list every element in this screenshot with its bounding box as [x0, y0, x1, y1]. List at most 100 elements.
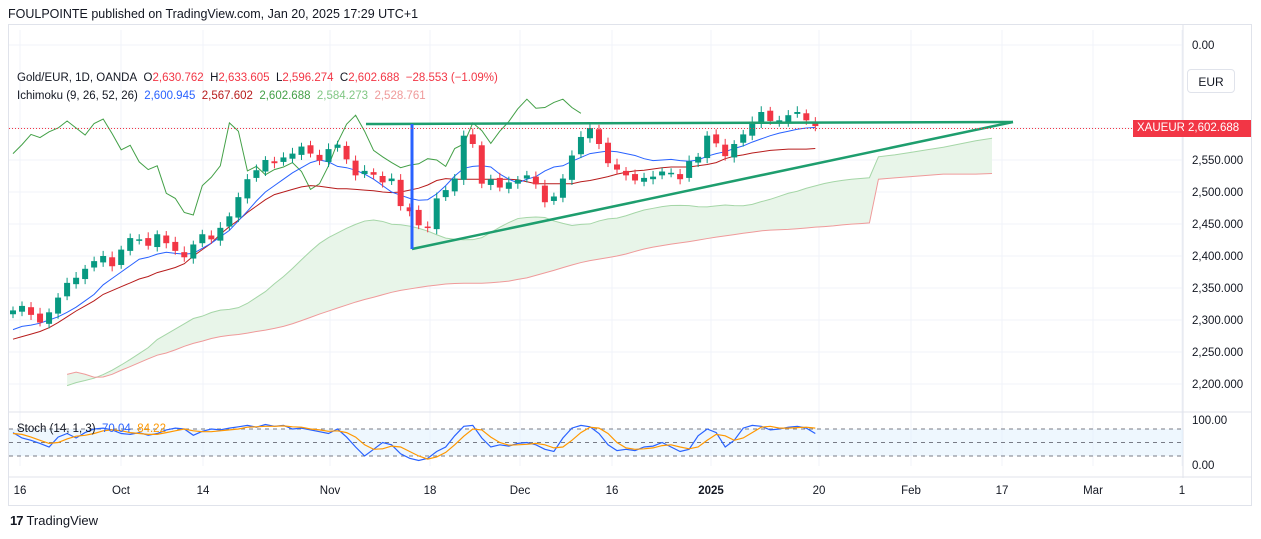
time-tick-label: Oct [112, 485, 131, 497]
candle-body [424, 226, 431, 229]
price-tick-label: 2,400.000 [1192, 251, 1243, 263]
candle-body [406, 207, 413, 212]
candle-body [73, 277, 80, 285]
tradingview-logo[interactable]: 17 TradingView [10, 513, 98, 528]
publisher-info: FOULPOINTE published on TradingView.com,… [8, 7, 419, 21]
ichimoku-legend: Ichimoku (9, 26, 52, 26) 2,600.945 2,567… [17, 90, 426, 102]
candle-body [686, 161, 693, 178]
change-value: −28.553 (−1.09%) [405, 72, 498, 84]
candle-body [505, 182, 512, 189]
candle-body [478, 145, 485, 184]
high-value: 2,633.605 [218, 72, 270, 84]
candle-body [325, 149, 332, 162]
time-tick-label: Mar [1083, 485, 1103, 497]
candle-body [623, 170, 630, 176]
price-tick-label: 2,450.000 [1192, 219, 1243, 231]
candle-body [235, 197, 242, 218]
candle-body [361, 170, 368, 175]
ichimoku-label[interactable]: Ichimoku (9, 26, 52, 26) [17, 90, 138, 102]
candle-body [695, 156, 702, 163]
candle-body [586, 128, 593, 139]
candle-body [10, 310, 16, 315]
ichimoku-lagging-span [12, 98, 582, 216]
price-tag-value: 2,602.688 [1184, 120, 1251, 137]
candle-body [298, 146, 305, 155]
candle-body [136, 239, 143, 241]
candle-body [532, 176, 539, 185]
time-tick-label: Dec [510, 485, 531, 497]
candle-body [794, 112, 801, 114]
candle-body [91, 261, 98, 268]
stoch-tick-label: 0.00 [1192, 460, 1214, 472]
candle-body [19, 305, 26, 312]
candle-body [181, 252, 188, 258]
ichimoku-leading-span-b [66, 172, 993, 378]
candle-body [469, 134, 476, 144]
ich-lagging-value: 2,602.688 [259, 90, 311, 102]
candle-body [460, 135, 467, 180]
time-tick-label: 17 [996, 485, 1009, 497]
candle-body [64, 282, 71, 297]
price-tick-label: 2,350.000 [1192, 283, 1243, 295]
candle-body [334, 144, 341, 148]
symbol-name[interactable]: Gold/EUR, 1D, OANDA [17, 72, 138, 84]
candle-body [118, 249, 125, 265]
open-label: O [143, 72, 153, 84]
candle-body [785, 115, 792, 122]
stoch-label[interactable]: Stoch (14, 1, 3) [17, 423, 96, 435]
candle-body [127, 238, 134, 251]
price-tick-label: 2,500.000 [1192, 187, 1243, 199]
ich-base-value: 2,567.602 [201, 90, 253, 102]
candle-body [442, 190, 449, 198]
ichimoku-leading-span-a [66, 137, 993, 387]
time-tick-label: 18 [424, 485, 437, 497]
price-tick-label: 0.00 [1192, 40, 1214, 52]
candle-body [568, 155, 575, 180]
chart-frame [8, 24, 1252, 506]
ich-conversion-value: 2,600.945 [144, 90, 196, 102]
candle-body [280, 157, 287, 162]
candle-body [487, 179, 494, 185]
candle-body [244, 179, 251, 199]
low-label: L [275, 72, 283, 84]
candle-body [82, 268, 89, 280]
candle-body [199, 234, 206, 244]
candle-body [316, 154, 323, 161]
candle-body [641, 177, 648, 182]
support-trendline [411, 120, 1014, 251]
candle-body [307, 145, 314, 154]
stoch-d-line [12, 425, 816, 460]
candle-body [523, 175, 530, 179]
candle-body [514, 179, 521, 184]
candle-body [668, 172, 675, 175]
time-tick-label: 1 [1179, 485, 1185, 497]
resistance-line [365, 120, 1014, 126]
candle-body [614, 164, 621, 170]
candle-body [677, 174, 684, 180]
currency-button[interactable]: EUR [1187, 69, 1235, 93]
candle-body [559, 178, 566, 198]
candle-body [776, 120, 783, 123]
open-value: 2,630.762 [152, 72, 204, 84]
candle-body [226, 216, 233, 227]
candle-body [496, 177, 503, 188]
candle-body [109, 257, 116, 267]
price-tick-label: 2,200.000 [1192, 379, 1243, 391]
time-tick-label: 20 [813, 485, 826, 497]
candle-body [433, 198, 440, 230]
time-tick-label: 14 [197, 485, 210, 497]
candle-body [650, 176, 657, 180]
candle-body [370, 172, 377, 175]
candle-body [731, 144, 738, 158]
candle-body [541, 185, 548, 203]
candle-body [713, 134, 720, 144]
candle-body [722, 144, 729, 157]
candle-body [397, 179, 404, 207]
candle-body [154, 234, 161, 248]
close-label: C [339, 72, 349, 84]
candle-body [758, 112, 765, 123]
candle-body [379, 176, 386, 183]
candle-body [100, 256, 107, 263]
time-tick-label: 16 [606, 485, 619, 497]
